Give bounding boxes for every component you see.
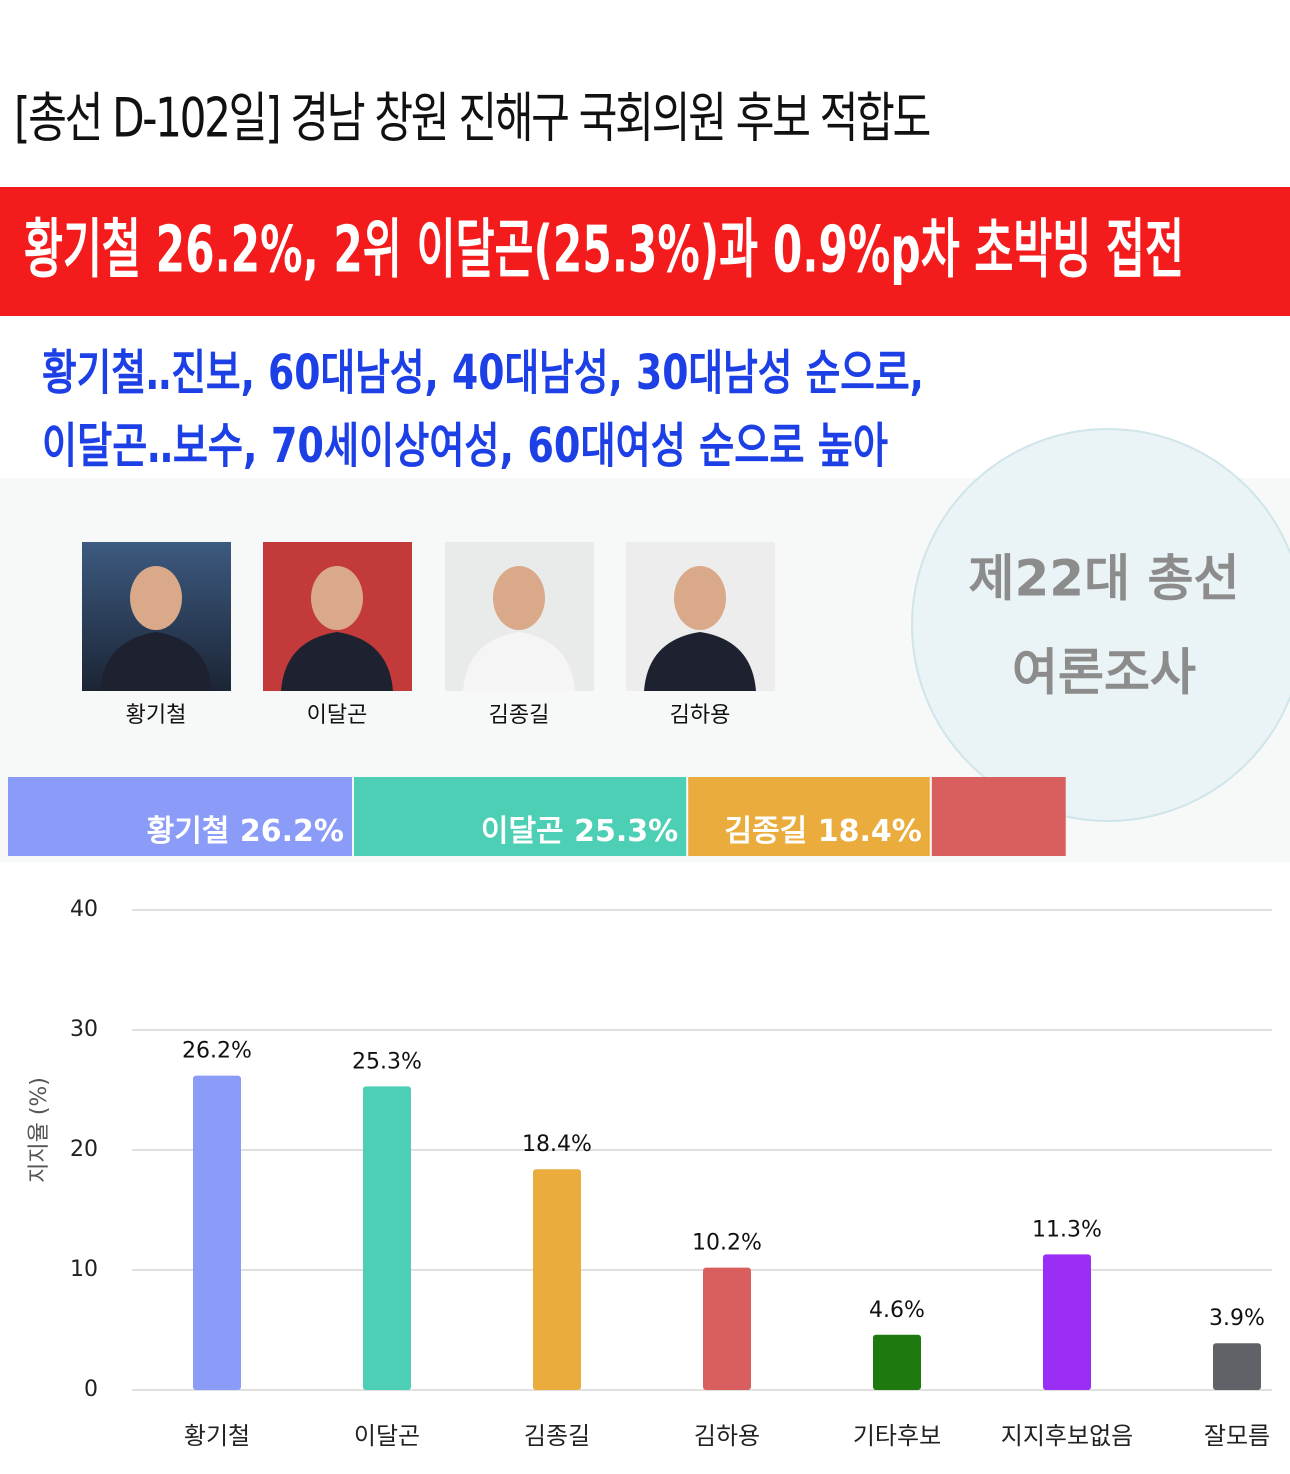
x-tick-label: 지지후보없음 [1001, 1422, 1133, 1450]
value-label: 11.3% [1032, 1217, 1102, 1242]
headline-banner [0, 187, 1290, 316]
candidate-name: 김종길 [489, 703, 550, 728]
segment-label: 황기철 26.2% [147, 814, 344, 849]
segment-label: 이달곤 25.3% [481, 814, 678, 849]
bar [873, 1334, 921, 1390]
photo-figure [644, 632, 756, 691]
value-label: 25.3% [352, 1049, 422, 1074]
photo-figure [463, 632, 575, 691]
value-label: 4.6% [869, 1298, 925, 1323]
stacked-segment [931, 777, 1066, 856]
x-tick-label: 황기철 [184, 1422, 250, 1450]
badge-text: 여론조사 [1012, 644, 1196, 702]
segment-label: 김종길 18.4% [724, 814, 921, 849]
y-tick-label: 40 [70, 897, 98, 922]
candidate-name: 김하용 [670, 703, 731, 728]
bar [363, 1086, 411, 1390]
stacked-segment [688, 777, 930, 856]
x-tick-label: 기타후보 [853, 1422, 941, 1450]
x-tick-label: 잘모름 [1204, 1422, 1270, 1450]
photo-figure [674, 566, 726, 630]
value-label: 10.2% [692, 1231, 762, 1256]
photo-figure [281, 632, 393, 691]
value-label: 18.4% [522, 1132, 592, 1157]
bar [1213, 1343, 1261, 1390]
y-tick-label: 30 [70, 1017, 98, 1042]
badge [911, 428, 1290, 822]
bar [533, 1169, 581, 1390]
headline: 황기철 26.2%, 2위 이달곤(25.3%)과 0.9%p차 초박빙 접전 [24, 214, 1184, 288]
photo-figure [311, 566, 363, 630]
x-tick-label: 김하용 [694, 1422, 760, 1450]
photo-figure [493, 566, 545, 630]
y-tick-label: 10 [70, 1257, 98, 1282]
y-tick-label: 20 [70, 1137, 98, 1162]
summary-line: 이달곤‥보수, 70세이상여성, 60대여성 순으로 높아 [42, 418, 888, 474]
stacked-segment [354, 777, 687, 856]
value-label: 3.9% [1209, 1306, 1265, 1331]
bar [1043, 1254, 1091, 1390]
photo-figure [130, 566, 182, 630]
value-label: 26.2% [182, 1039, 252, 1064]
badge-text: 제22대 총선 [969, 550, 1240, 608]
x-tick-label: 김종길 [524, 1422, 590, 1450]
candidate-name: 황기철 [126, 703, 187, 728]
x-tick-label: 이달곤 [354, 1422, 420, 1450]
title: [총선 D-102일] 경남 창원 진해구 국회의원 후보 적합도 [14, 87, 929, 150]
y-axis-label: 지지율 (%) [27, 1077, 52, 1183]
summary-line: 황기철‥진보, 60대남성, 40대남성, 30대남성 순으로, [42, 345, 924, 401]
photo-figure [100, 632, 212, 691]
candidate-name: 이달곤 [307, 703, 368, 728]
y-tick-label: 0 [84, 1377, 98, 1402]
stacked-segment [8, 777, 353, 856]
bar [193, 1075, 241, 1390]
bar [703, 1267, 751, 1390]
